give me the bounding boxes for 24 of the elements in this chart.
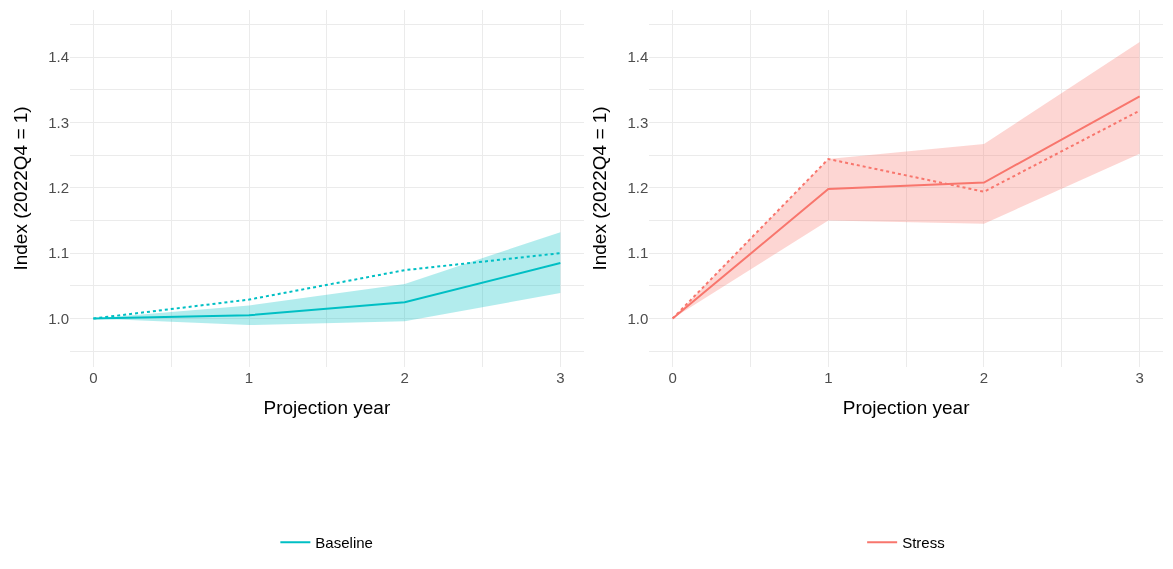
- y-tick-label: 1.2: [627, 179, 649, 197]
- y-tick-label: 1.4: [48, 48, 69, 66]
- x-tick-label: 1: [824, 368, 833, 386]
- y-tick-label: 1.3: [48, 113, 69, 131]
- x-tick-label: 2: [400, 368, 409, 386]
- x-tick-label: 0: [668, 368, 677, 386]
- x-tick-label: 3: [556, 368, 565, 386]
- x-axis-title: Projection year: [842, 396, 971, 418]
- x-tick-label: 0: [89, 368, 98, 386]
- y-axis-title: Index (2022Q4 = 1): [9, 106, 31, 271]
- y-tick-label: 1.1: [627, 244, 649, 262]
- y-tick-label: 1.1: [48, 244, 69, 262]
- x-tick-label: 3: [1135, 368, 1144, 386]
- y-tick-label: 1.3: [627, 113, 649, 131]
- legend-label: Baseline: [315, 534, 373, 552]
- x-tick-label: 2: [979, 368, 989, 386]
- y-tick-label: 1.2: [48, 179, 69, 197]
- x-axis-title: Projection year: [263, 396, 391, 418]
- y-tick-label: 1.0: [627, 309, 649, 327]
- x-tick-label: 1: [244, 368, 254, 386]
- y-tick-label: 1.4: [627, 48, 649, 66]
- legend-label: Stress: [902, 534, 945, 552]
- y-axis-title: Index (2022Q4 = 1): [589, 106, 611, 271]
- y-tick-label: 1.0: [48, 309, 69, 327]
